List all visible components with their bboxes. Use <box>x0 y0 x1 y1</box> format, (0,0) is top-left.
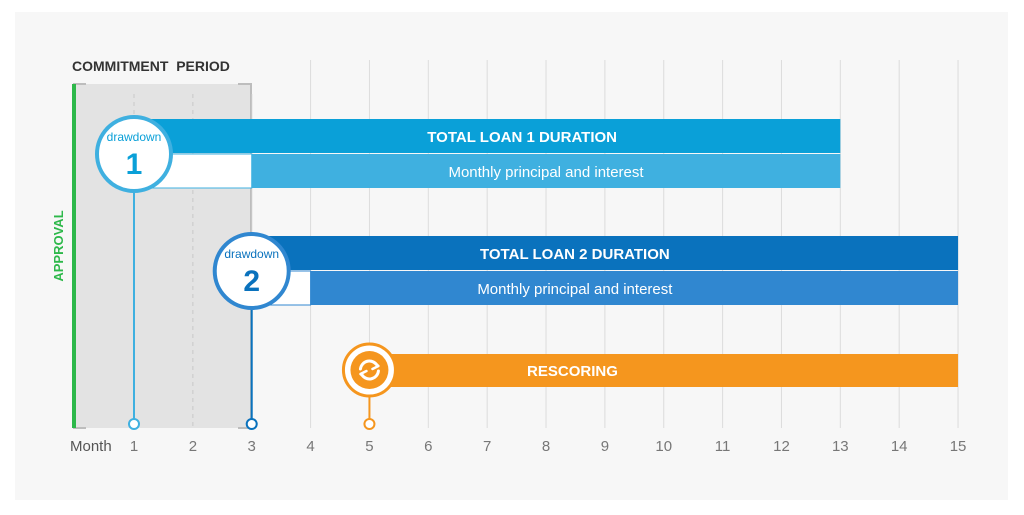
drawdown1-badge-word: drawdown <box>107 130 162 144</box>
loan2-total-bar <box>251 236 959 270</box>
tick-label-14: 14 <box>891 438 908 455</box>
tick-label-9: 9 <box>601 438 609 455</box>
tick-label-13: 13 <box>832 438 849 455</box>
tick-label-5: 5 <box>365 438 373 455</box>
tick-label-11: 11 <box>715 438 731 455</box>
loan2-total-label: TOTAL LOAN 2 DURATION <box>480 246 670 263</box>
tick-label-10: 10 <box>655 438 672 455</box>
drawdown2-badge-number: 2 <box>243 265 260 298</box>
drawdown1-badge: drawdown 1 <box>95 115 173 193</box>
tick-label-15: 15 <box>950 438 967 455</box>
drawdown2-badge: drawdown 2 <box>212 232 291 310</box>
loan1-payment-bar <box>251 154 841 188</box>
tick-label-3: 3 <box>248 438 256 455</box>
approval-label: APPROVAL <box>51 210 66 281</box>
loan2-payment-label: Monthly principal and interest <box>477 281 673 298</box>
axis-label-month: Month <box>70 438 112 455</box>
tick-label-7: 7 <box>483 438 491 455</box>
tick-label-12: 12 <box>773 438 790 455</box>
drawdown1-axis-marker <box>128 418 140 430</box>
commitment-period-title: COMMITMENT PERIOD <box>72 58 230 74</box>
rescoring-badge <box>341 342 397 398</box>
drawdown1-badge-number: 1 <box>126 148 143 181</box>
refresh-icon <box>358 359 380 381</box>
loan2-payment-bar <box>310 271 959 305</box>
tick-label-8: 8 <box>542 438 550 455</box>
tick-label-2: 2 <box>189 438 197 455</box>
tick-label-6: 6 <box>424 438 432 455</box>
rescoring-label: RESCORING <box>527 363 618 380</box>
x-axis-ticks: 1 2 3 4 5 6 7 8 9 10 11 12 13 14 15 <box>130 438 967 455</box>
tick-label-4: 4 <box>306 438 314 455</box>
loan1-total-label: TOTAL LOAN 1 DURATION <box>427 129 617 146</box>
drawdown2-axis-marker <box>245 418 258 430</box>
loan1-payment-label: Monthly principal and interest <box>448 164 644 181</box>
drawdown2-badge-word: drawdown <box>224 247 279 261</box>
rescoring-bar <box>369 354 959 387</box>
tick-label-1: 1 <box>130 438 138 455</box>
loan1-total-bar <box>134 119 841 153</box>
rescoring-axis-marker <box>363 418 376 430</box>
